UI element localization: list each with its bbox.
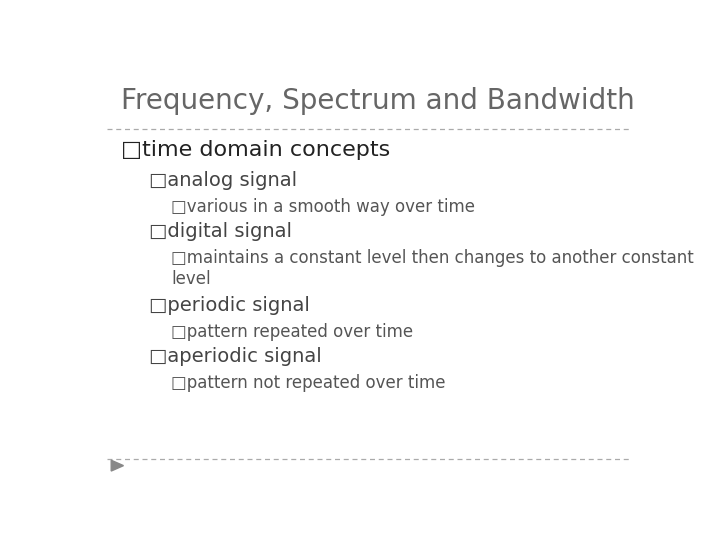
- Polygon shape: [111, 460, 124, 471]
- Text: □time domain concepts: □time domain concepts: [121, 140, 390, 160]
- Text: □periodic signal: □periodic signal: [148, 296, 310, 315]
- Text: Frequency, Spectrum and Bandwidth: Frequency, Spectrum and Bandwidth: [121, 87, 634, 114]
- Text: □various in a smooth way over time: □various in a smooth way over time: [171, 198, 475, 216]
- Text: □maintains a constant level then changes to another constant
level: □maintains a constant level then changes…: [171, 248, 693, 288]
- Text: □analog signal: □analog signal: [148, 171, 297, 190]
- Text: □pattern repeated over time: □pattern repeated over time: [171, 323, 413, 341]
- Text: □digital signal: □digital signal: [148, 221, 292, 240]
- Text: □pattern not repeated over time: □pattern not repeated over time: [171, 374, 446, 391]
- Text: □aperiodic signal: □aperiodic signal: [148, 347, 321, 366]
